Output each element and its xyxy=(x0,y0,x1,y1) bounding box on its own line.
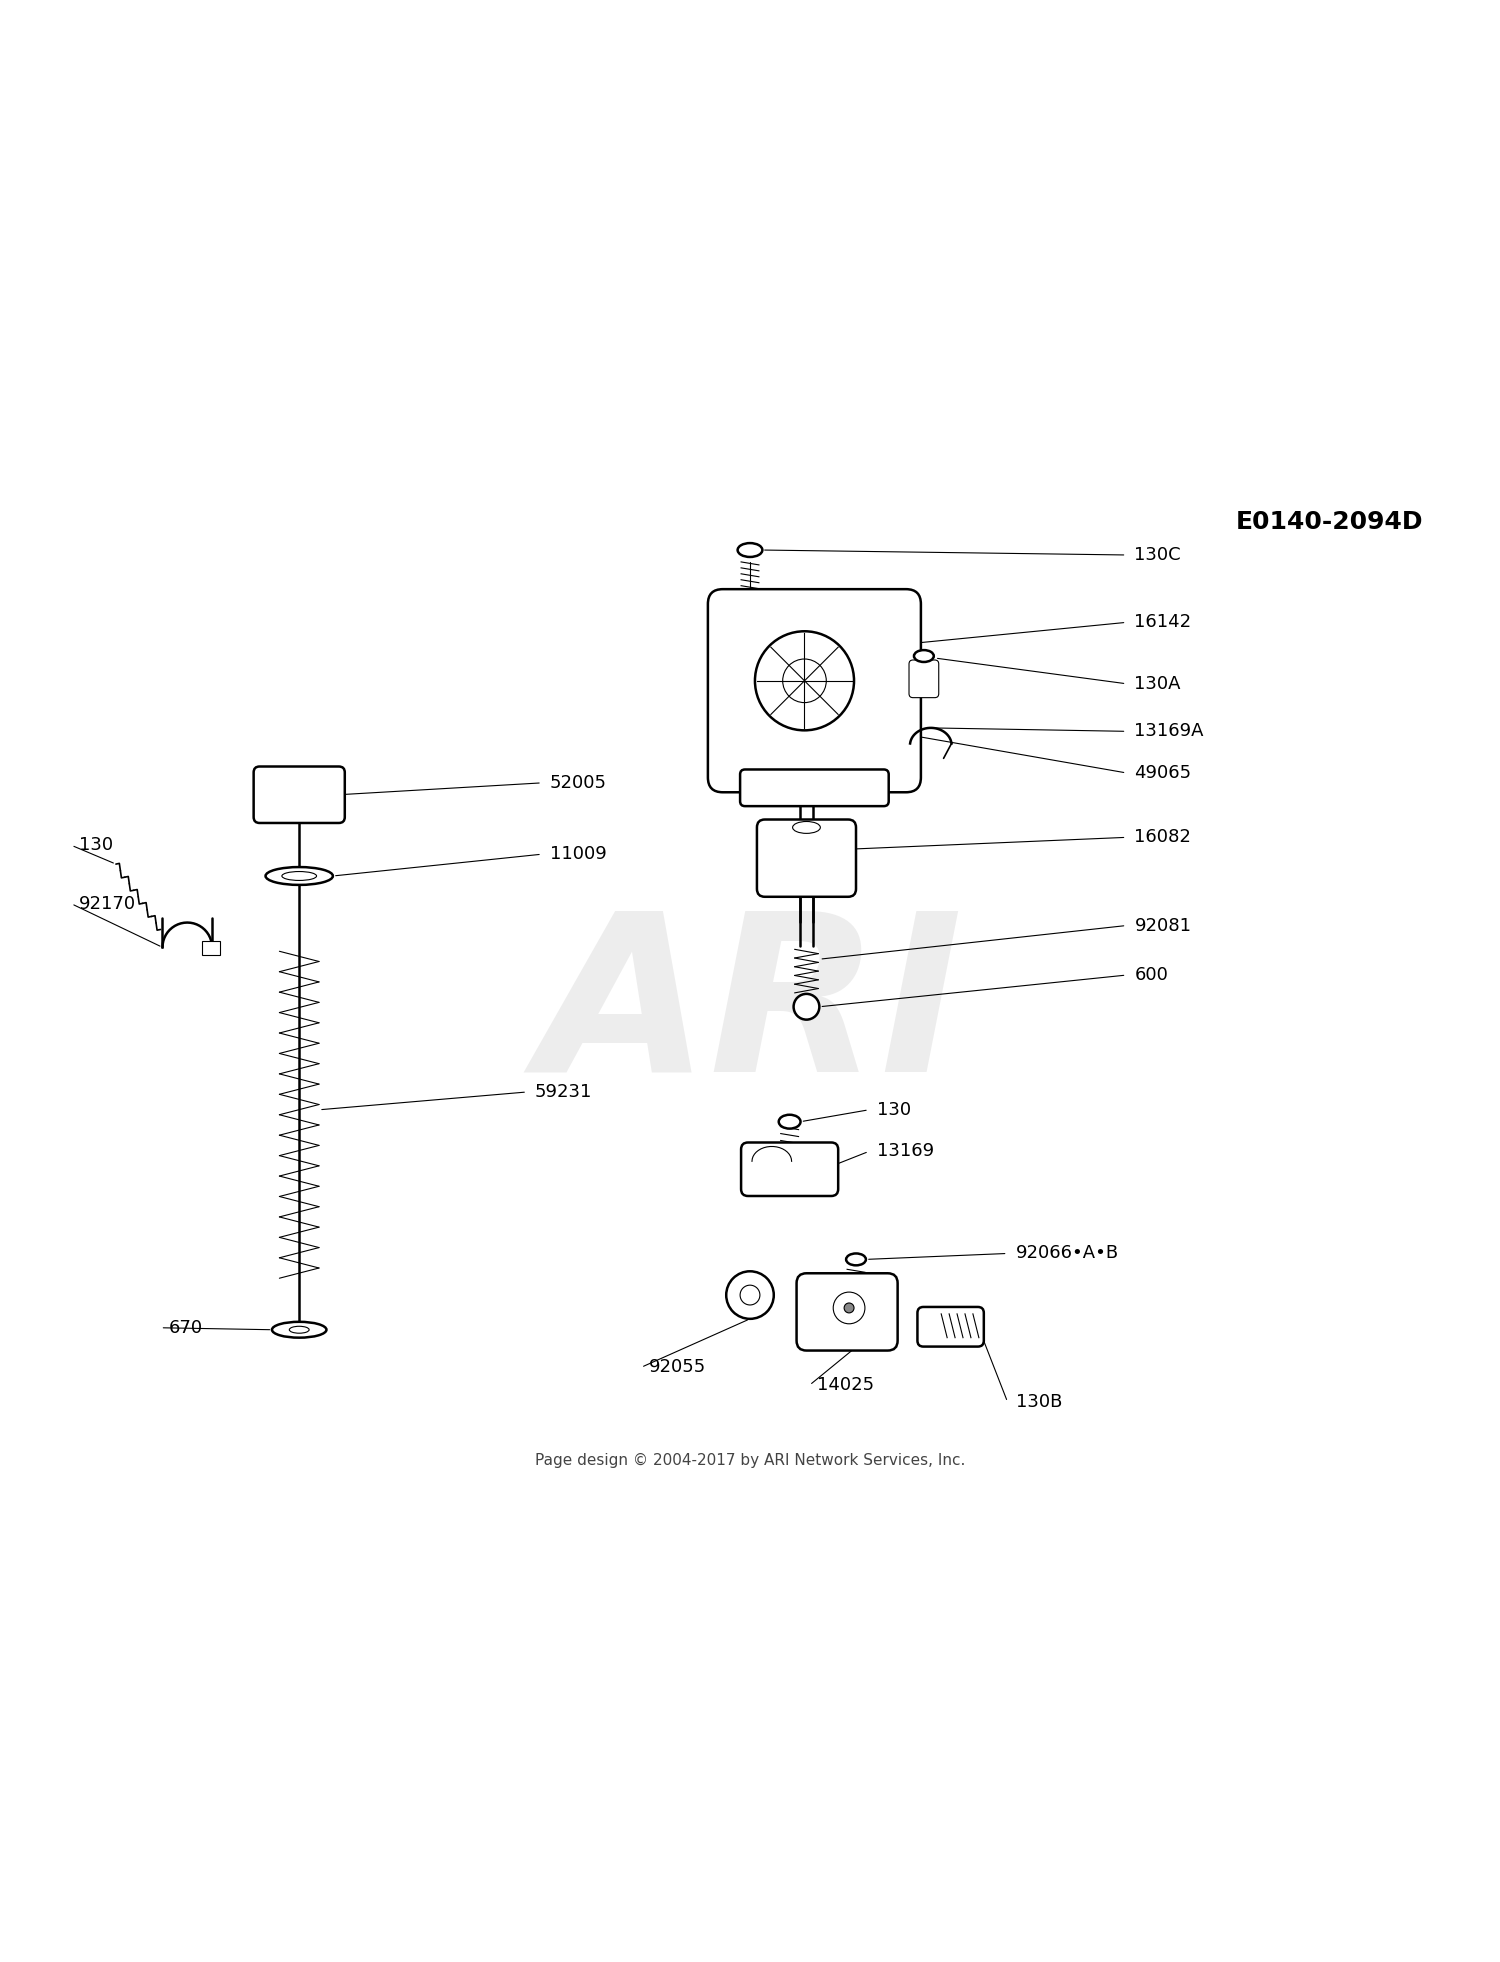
Ellipse shape xyxy=(272,1322,327,1338)
FancyBboxPatch shape xyxy=(918,1307,984,1346)
FancyBboxPatch shape xyxy=(741,1142,839,1197)
Ellipse shape xyxy=(290,1326,309,1334)
Text: 11009: 11009 xyxy=(550,846,606,863)
Ellipse shape xyxy=(738,543,762,557)
Text: 49065: 49065 xyxy=(1134,763,1191,783)
Text: 59231: 59231 xyxy=(536,1083,592,1101)
Text: ARI: ARI xyxy=(537,904,963,1118)
Text: 92081: 92081 xyxy=(1134,916,1191,934)
FancyBboxPatch shape xyxy=(740,769,888,806)
Circle shape xyxy=(794,995,819,1020)
Ellipse shape xyxy=(914,649,934,661)
FancyBboxPatch shape xyxy=(202,942,220,955)
FancyBboxPatch shape xyxy=(758,820,856,897)
Ellipse shape xyxy=(266,867,333,885)
Text: 670: 670 xyxy=(168,1318,202,1336)
FancyBboxPatch shape xyxy=(254,767,345,822)
Ellipse shape xyxy=(792,822,820,834)
Circle shape xyxy=(754,632,853,730)
Text: 13169A: 13169A xyxy=(1134,722,1204,740)
Circle shape xyxy=(783,659,826,702)
Text: 600: 600 xyxy=(1134,965,1168,985)
FancyBboxPatch shape xyxy=(909,659,939,698)
Text: 92170: 92170 xyxy=(80,895,136,912)
FancyBboxPatch shape xyxy=(796,1273,897,1350)
Circle shape xyxy=(740,1285,760,1305)
Text: Page design © 2004-2017 by ARI Network Services, Inc.: Page design © 2004-2017 by ARI Network S… xyxy=(536,1454,964,1468)
Text: 16082: 16082 xyxy=(1134,828,1191,846)
Text: 130B: 130B xyxy=(1016,1393,1062,1411)
Text: 92066•A•B: 92066•A•B xyxy=(1016,1244,1119,1262)
Text: 130C: 130C xyxy=(1134,545,1180,563)
Ellipse shape xyxy=(846,1254,865,1265)
Text: 16142: 16142 xyxy=(1134,614,1191,632)
Circle shape xyxy=(726,1271,774,1318)
Ellipse shape xyxy=(282,871,316,881)
Circle shape xyxy=(844,1303,853,1313)
Text: 130A: 130A xyxy=(1134,675,1180,693)
Ellipse shape xyxy=(778,1114,801,1128)
Text: E0140-2094D: E0140-2094D xyxy=(1236,510,1424,534)
FancyBboxPatch shape xyxy=(708,589,921,793)
Text: 92055: 92055 xyxy=(650,1358,706,1377)
Text: 130: 130 xyxy=(80,836,114,853)
Text: 13169: 13169 xyxy=(878,1142,934,1160)
Text: 52005: 52005 xyxy=(550,773,608,793)
Circle shape xyxy=(833,1293,866,1324)
Text: 130: 130 xyxy=(878,1101,910,1118)
Text: 14025: 14025 xyxy=(818,1375,874,1395)
